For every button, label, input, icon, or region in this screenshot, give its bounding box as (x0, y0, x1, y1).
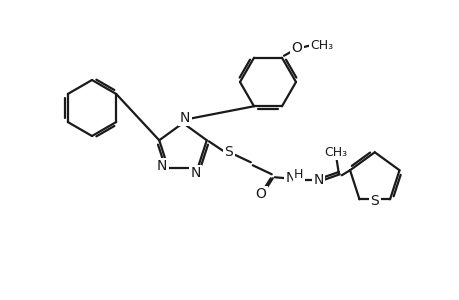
Text: N: N (157, 159, 167, 173)
Text: N: N (179, 111, 190, 125)
Text: S: S (224, 145, 233, 159)
Text: N: N (285, 171, 295, 185)
Text: CH₃: CH₃ (310, 39, 333, 52)
Text: N: N (313, 173, 323, 187)
Text: O: O (291, 41, 302, 55)
Text: N: N (190, 166, 201, 180)
Text: H: H (293, 168, 303, 181)
Text: O: O (255, 187, 266, 201)
Text: S: S (369, 194, 378, 208)
Text: CH₃: CH₃ (324, 146, 347, 159)
